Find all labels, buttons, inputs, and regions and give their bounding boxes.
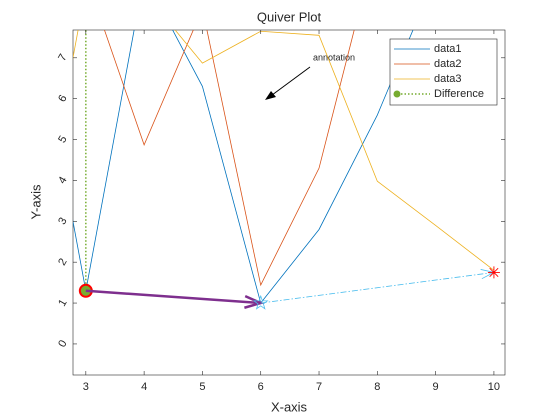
x-tick-label: 6 [258, 381, 264, 393]
annotation-arrow [267, 66, 311, 99]
legend-label: data3 [434, 73, 462, 85]
y-tick-label: 1 [56, 297, 69, 308]
quiver-shaft [260, 272, 494, 304]
quiver-shaft [85, 289, 261, 305]
y-tick-label: 7 [56, 52, 69, 63]
x-axis-label: X-axis [271, 399, 308, 414]
y-tick-label: 3 [56, 216, 69, 227]
x-tick-label: 7 [316, 381, 322, 393]
annotation-arrowhead [265, 91, 276, 100]
legend-label: data1 [434, 43, 462, 55]
x-tick-label: 10 [488, 381, 500, 393]
legend-marker [393, 90, 401, 98]
x-tick-label: 9 [433, 381, 439, 393]
y-tick-label: 2 [56, 256, 69, 267]
marker-asterisk [487, 266, 500, 279]
y-tick-label: 5 [56, 134, 69, 145]
x-tick-label: 5 [199, 381, 205, 393]
legend-label: data2 [434, 58, 462, 70]
x-tick-label: 8 [374, 381, 380, 393]
marker-pentagram [252, 294, 269, 310]
legend-label: Difference [434, 88, 484, 100]
y-tick-label: 6 [56, 93, 69, 104]
chart-title: Quiver Plot [257, 9, 322, 24]
legend-box [389, 38, 498, 106]
y-axis-label: Y-axis [28, 184, 43, 219]
y-tick-label: 4 [56, 175, 69, 186]
y-tick-label: 0 [56, 338, 69, 349]
series-line [104, 30, 355, 287]
annotation-text: annotation [313, 52, 355, 62]
x-tick-label: 4 [141, 381, 147, 393]
x-tick-label: 3 [83, 381, 89, 393]
